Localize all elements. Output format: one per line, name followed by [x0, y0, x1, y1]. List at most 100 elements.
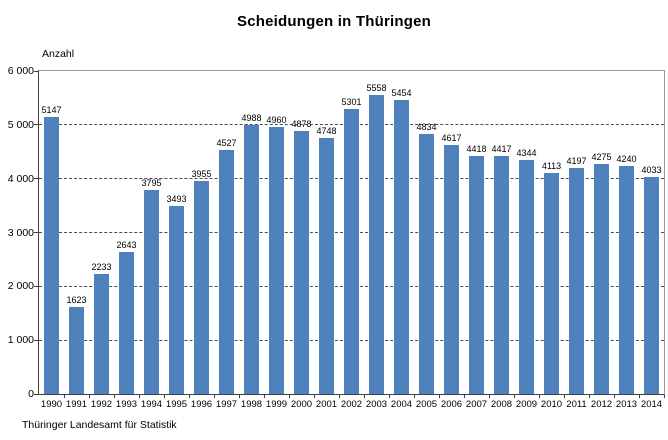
bar-2009 [519, 160, 534, 394]
bar-1994 [144, 190, 159, 394]
x-tick [513, 395, 515, 398]
x-tick [313, 395, 315, 398]
bar-value-label: 4417 [491, 144, 512, 154]
bar-1998 [244, 125, 259, 394]
x-tick-label: 2003 [365, 399, 388, 410]
x-tick-label: 2010 [540, 399, 563, 410]
x-tick-label: 2007 [465, 399, 488, 410]
x-tick [88, 395, 90, 398]
y-tick-label: 1 000 [7, 334, 34, 347]
bar-value-label: 4617 [441, 133, 462, 143]
bar-1996 [194, 181, 209, 394]
bar-2007 [469, 156, 484, 394]
x-tick [613, 395, 615, 398]
x-tick [488, 395, 490, 398]
x-tick [263, 395, 265, 398]
bar-2008 [494, 156, 509, 394]
bar-value-label: 4344 [516, 148, 537, 158]
y-tick-4000 [34, 178, 38, 180]
bar-value-label: 1623 [66, 295, 87, 305]
x-tick [63, 395, 65, 398]
x-tick [463, 395, 465, 398]
bar-2003 [369, 95, 384, 394]
bar-2006 [444, 145, 459, 394]
x-tick-label: 1996 [190, 399, 213, 410]
y-tick-label: 2 000 [7, 280, 34, 293]
x-tick [438, 395, 440, 398]
bar-2005 [419, 134, 434, 394]
bar-1991 [69, 307, 84, 394]
bar-2014 [644, 177, 659, 394]
bar-1997 [219, 150, 234, 394]
y-tick-label: 0 [28, 388, 34, 400]
x-tick-label: 1998 [240, 399, 263, 410]
bar-2012 [594, 164, 609, 394]
x-tick-label: 2001 [315, 399, 338, 410]
y-tick-2000 [34, 285, 38, 287]
x-tick [388, 395, 390, 398]
bar-1999 [269, 127, 284, 394]
x-tick-label: 2005 [415, 399, 438, 410]
x-tick [113, 395, 115, 398]
bar-value-label: 4197 [566, 156, 587, 166]
bar-value-label: 4988 [241, 113, 262, 123]
bar-value-label: 5301 [341, 97, 362, 107]
bar-value-label: 3955 [191, 169, 212, 179]
bar-2000 [294, 131, 309, 394]
x-tick [188, 395, 190, 398]
x-tick [138, 395, 140, 398]
x-tick [363, 395, 365, 398]
bar-value-label: 4418 [466, 144, 487, 154]
y-tick-3000 [34, 232, 38, 233]
x-tick-label: 1993 [115, 399, 138, 410]
bar-value-label: 3795 [141, 178, 162, 188]
bar-value-label: 4527 [216, 138, 237, 148]
x-tick [163, 395, 165, 398]
x-tick-label: 1994 [140, 399, 163, 410]
bar-1995 [169, 206, 184, 394]
bar-value-label: 4960 [266, 115, 287, 125]
x-tick-label: 1997 [215, 399, 238, 410]
x-tick-label: 2011 [566, 399, 587, 410]
x-tick-label: 2013 [615, 399, 638, 410]
bar-value-label: 4748 [316, 126, 337, 136]
x-tick [663, 395, 665, 398]
y-tick-label: 3 000 [7, 226, 34, 239]
y-tick-label: 6 000 [7, 65, 34, 77]
x-tick [213, 395, 215, 398]
bar-value-label: 5454 [391, 88, 412, 98]
x-tick-label: 2008 [490, 399, 513, 410]
y-tick-5000 [34, 124, 38, 126]
x-tick-label: 1990 [40, 399, 63, 410]
x-tick-label: 2006 [440, 399, 463, 410]
bar-2013 [619, 166, 634, 394]
bar-value-label: 4275 [591, 152, 612, 162]
x-tick [338, 395, 340, 398]
x-tick-label: 2004 [390, 399, 413, 410]
bar-value-label: 5147 [41, 105, 62, 115]
chart-title: Scheidungen in Thüringen [237, 13, 431, 30]
y-tick-label: 4 000 [7, 172, 34, 185]
bar-2004 [394, 100, 409, 394]
bar-2010 [544, 173, 559, 394]
x-tick-label: 1991 [65, 399, 88, 410]
bar-value-label: 3493 [166, 194, 187, 204]
bar-1993 [119, 252, 134, 394]
x-tick-label: 2009 [515, 399, 538, 410]
x-tick-label: 2014 [640, 399, 663, 410]
x-tick [563, 395, 565, 398]
source-note: Thüringer Landesamt für Statistik [22, 419, 177, 431]
y-tick-1000 [34, 339, 38, 341]
x-tick-label: 1995 [165, 399, 188, 410]
bar-1992 [94, 274, 109, 394]
x-tick [638, 395, 640, 398]
y-tick-label: 5 000 [7, 118, 34, 131]
bar-value-label: 2233 [91, 262, 112, 272]
x-tick [538, 395, 540, 398]
bar-value-label: 2643 [116, 240, 137, 250]
x-tick-label: 2002 [340, 399, 363, 410]
x-tick-label: 1992 [90, 399, 113, 410]
bar-value-label: 4240 [616, 154, 637, 164]
